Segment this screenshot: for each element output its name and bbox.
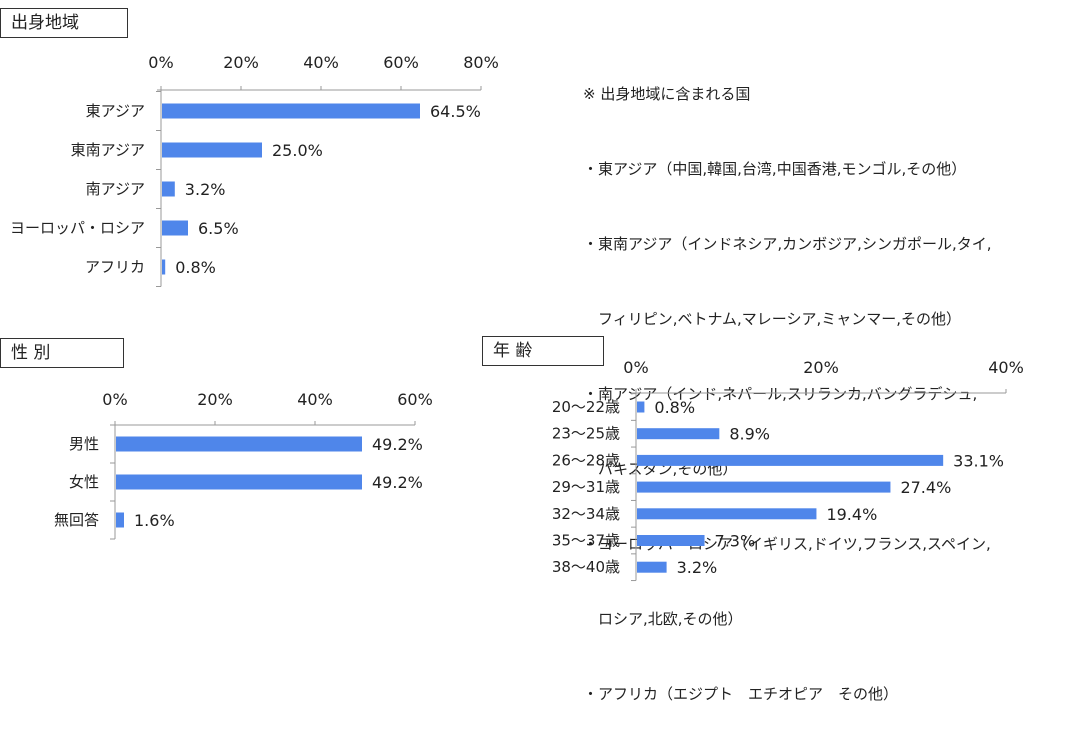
- origin-tick-label: 20%: [223, 53, 259, 72]
- origin-bar: [162, 220, 188, 236]
- age-value-label: 27.4%: [900, 478, 951, 497]
- age-category-label: 20～22歳: [552, 398, 620, 416]
- note-line: フィリピン,ベトナム,マレーシア,ミャンマー,その他）: [583, 310, 962, 328]
- origin-category-label: アフリカ: [85, 258, 145, 276]
- gender-value-label: 1.6%: [134, 511, 175, 530]
- age-bar: [637, 508, 817, 520]
- age-category-label: 26～28歳: [552, 451, 620, 469]
- gender-bar: [116, 474, 362, 490]
- origin-category-label: 南アジア: [86, 180, 145, 198]
- age-bar: [637, 428, 720, 440]
- origin-category-label: 東アジア: [86, 102, 145, 120]
- age-tick-label: 20%: [803, 358, 839, 377]
- age-bar: [637, 454, 944, 466]
- age-category-label: 38～40歳: [552, 558, 620, 576]
- origin-value-label: 3.2%: [185, 180, 226, 199]
- origin-bar: [162, 259, 166, 275]
- age-value-label: 7.3%: [715, 532, 756, 551]
- origin-value-label: 25.0%: [272, 141, 323, 160]
- age-value-label: 8.9%: [729, 425, 770, 444]
- age-bar: [637, 535, 705, 546]
- note-line: ・アフリカ（エジプト エチオピア その他）: [583, 685, 899, 703]
- gender-tick-label: 20%: [197, 390, 233, 409]
- age-value-label: 19.4%: [826, 505, 877, 524]
- origin-tick-label: 40%: [303, 53, 339, 72]
- gender-value-label: 49.2%: [372, 435, 423, 454]
- age-bar: [637, 401, 645, 413]
- origin-value-label: 64.5%: [430, 102, 481, 121]
- age-tick-label: 0%: [623, 358, 648, 377]
- note-line: ※ 出身地域に含まれる国: [583, 85, 751, 103]
- age-chart-title: 年 齢: [482, 336, 604, 366]
- gender-bar: [116, 512, 124, 528]
- age-value-label: 33.1%: [953, 451, 1004, 470]
- origin-tick-label: 0%: [148, 53, 173, 72]
- gender-tick-label: 40%: [297, 390, 333, 409]
- origin-bar: [162, 181, 175, 197]
- note-line: ロシア,北欧,その他）: [583, 610, 743, 628]
- origin-tick-label: 60%: [383, 53, 419, 72]
- gender-chart-title: 性 別: [0, 338, 124, 368]
- origin-category-label: ヨーロッパ・ロシア: [10, 219, 145, 237]
- gender-value-label: 49.2%: [372, 473, 423, 492]
- origin-category-label: 東南アジア: [71, 141, 145, 159]
- gender-category-label: 男性: [69, 435, 99, 453]
- age-category-label: 29～31歳: [552, 478, 620, 496]
- origin-value-label: 0.8%: [175, 258, 216, 277]
- origin-value-label: 6.5%: [198, 219, 239, 238]
- age-bar: [637, 481, 891, 493]
- age-bar: [637, 561, 667, 573]
- charts-canvas: 0% 20% 40% 60% 80% 東アジア 64.5% 東南アジア 25.0% 南アジア 3.2…: [10, 53, 1024, 582]
- note-line: ・東アジア（中国,韓国,台湾,中国香港,モンゴル,その他）: [583, 160, 967, 178]
- origin-chart-title: 出身地域: [0, 8, 128, 38]
- gender-bar: [116, 436, 362, 452]
- note-line: ・南アジア（インド,ネパール,スリランカ,バングラデシュ,: [583, 385, 978, 403]
- age-category-label: 35～37歳: [552, 532, 620, 550]
- age-tick-label: 40%: [988, 358, 1024, 377]
- gender-tick-label: 0%: [102, 390, 127, 409]
- note-line: ・東南アジア（インドネシア,カンボジア,シンガポール,タイ,: [583, 235, 992, 253]
- age-value-label: 0.8%: [654, 398, 695, 417]
- origin-tick-label: 80%: [463, 53, 499, 72]
- origin-bar: [162, 103, 420, 119]
- age-category-label: 23～25歳: [552, 425, 620, 443]
- gender-tick-label: 60%: [397, 390, 433, 409]
- age-value-label: 3.2%: [677, 558, 718, 577]
- origin-bar: [162, 142, 262, 158]
- age-category-label: 32～34歳: [552, 505, 620, 523]
- gender-category-label: 女性: [69, 473, 99, 491]
- gender-category-label: 無回答: [54, 511, 99, 529]
